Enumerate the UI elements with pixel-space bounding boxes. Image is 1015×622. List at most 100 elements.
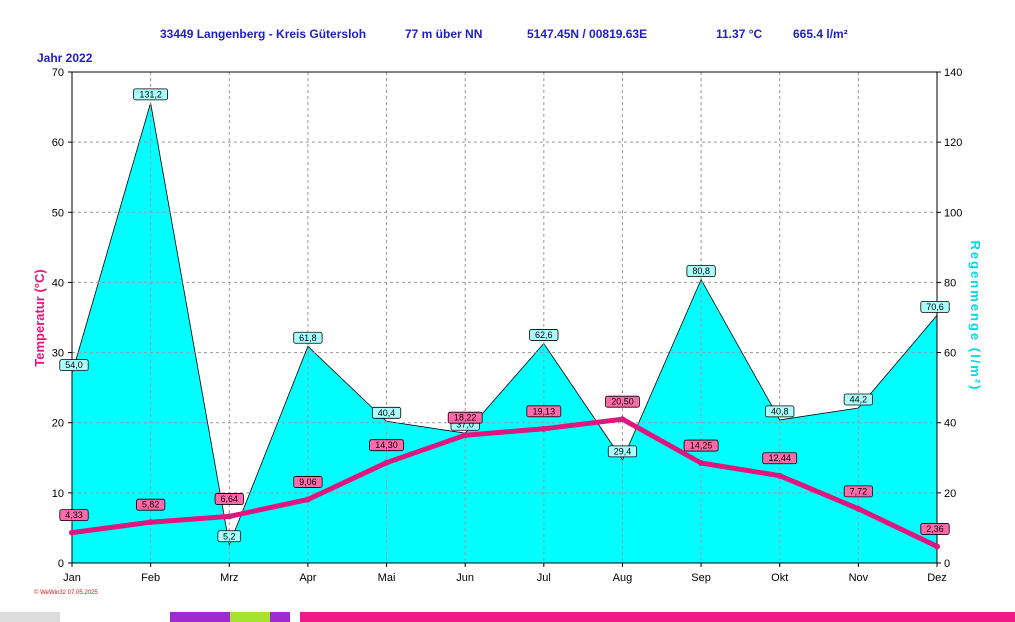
coordinates-label: 5147.45N / 00819.63E <box>527 27 648 41</box>
temperature-data-label: 14,25 <box>690 441 713 451</box>
temperature-point <box>855 505 862 512</box>
total-rain-label: 665.4 l/m² <box>793 27 848 41</box>
rain-data-label: 40,8 <box>771 406 789 416</box>
temperature-point <box>619 416 626 423</box>
temperature-data-label: 9,06 <box>299 477 317 487</box>
x-tick-label: Okt <box>771 572 788 584</box>
rain-data-label: 61,8 <box>299 333 317 343</box>
x-tick-label: Mai <box>378 572 396 584</box>
temperature-data-label-box <box>136 498 166 511</box>
rain-data-label-box <box>59 359 89 372</box>
rain-data-label: 80,8 <box>692 266 710 276</box>
year-label: Jahr 2022 <box>37 51 93 65</box>
temperature-data-label-box <box>59 509 89 522</box>
x-tick-label: Feb <box>141 572 160 584</box>
y-right-tick-label: 40 <box>944 418 956 430</box>
rain-data-label-box <box>607 445 638 458</box>
temperature-data-label-box <box>843 485 873 498</box>
temperature-data-label: 6,64 <box>221 494 239 504</box>
rain-area <box>71 102 938 564</box>
y-left-axis-title: Temperatur (°C) <box>32 269 47 366</box>
rain-data-label-box <box>765 405 795 418</box>
rain-data-label-box <box>217 530 242 543</box>
temperature-data-label: 20,50 <box>611 397 634 407</box>
y-right-tick-label: 140 <box>944 67 962 79</box>
rain-data-label-box <box>133 88 169 101</box>
temperature-data-label-box <box>447 411 483 424</box>
x-tick-label: Jun <box>456 572 474 584</box>
rain-data-label: 70,6 <box>926 302 944 312</box>
rain-data-label-box <box>371 406 402 419</box>
rain-data-label: 5,2 <box>223 531 236 541</box>
temperature-data-label-box <box>369 439 404 452</box>
temperature-data-label-box <box>214 493 244 505</box>
avg-temp-label: 11.37 °C <box>716 27 763 41</box>
temperature-data-label: 12,44 <box>768 453 791 463</box>
temperature-data-label: 5,82 <box>142 500 160 510</box>
temperature-point <box>462 432 469 439</box>
rain-data-label-box <box>529 329 559 341</box>
x-tick-label: Nov <box>849 572 869 584</box>
temperature-point <box>540 425 547 432</box>
x-tick-label: Apr <box>299 572 316 584</box>
y-right-tick-label: 20 <box>944 488 956 500</box>
rain-data-label: 44,2 <box>850 394 868 404</box>
temperature-point <box>934 543 940 550</box>
temperature-data-label: 14,30 <box>375 440 398 450</box>
elevation-label: 77 m über NN <box>405 27 483 41</box>
credit-label: © WeWin32 07.05.2025 <box>34 590 98 596</box>
y-right-tick-label: 80 <box>944 277 956 289</box>
rain-data-label: 37,0 <box>456 420 474 430</box>
y-left-tick-label: 50 <box>52 207 64 219</box>
temperature-point <box>698 460 705 467</box>
rain-data-label-box <box>686 265 716 278</box>
taskbar-strip <box>0 612 60 622</box>
temperature-data-label-box <box>526 405 562 418</box>
y-left-tick-label: 30 <box>52 348 64 360</box>
y-left-tick-label: 0 <box>58 558 64 570</box>
taskbar-strip <box>300 612 1015 622</box>
temperature-data-label-box <box>605 395 640 408</box>
x-tick-label: Aug <box>613 572 633 584</box>
x-tick-label: Jul <box>537 572 551 584</box>
temperature-line <box>69 416 940 549</box>
temperature-point <box>69 529 75 536</box>
x-tick-label: Jan <box>63 572 81 584</box>
temperature-data-label: 19,13 <box>533 406 556 416</box>
y-left-tick-label: 10 <box>52 488 64 500</box>
plot-frame <box>71 71 938 564</box>
y-left-tick-label: 40 <box>52 277 64 289</box>
temperature-data-label-box <box>762 452 798 465</box>
rain-data-label-box <box>293 331 323 344</box>
rain-data-label: 40,4 <box>378 408 396 418</box>
y-right-axis-title: Regenmenge (l/m²) <box>968 240 983 391</box>
y-left-tick-label: 70 <box>52 67 64 79</box>
y-left-tick-label: 60 <box>52 137 64 149</box>
temperature-data-label-box <box>683 439 719 452</box>
temperature-point <box>226 513 233 520</box>
temperature-point <box>147 519 154 526</box>
taskbar-strip <box>230 612 270 622</box>
temperature-data-label: 4,33 <box>65 510 83 520</box>
temperature-data-label-box <box>920 523 950 535</box>
y-right-tick-label: 0 <box>944 558 950 570</box>
rain-data-label: 62,6 <box>535 330 553 340</box>
station-name: 33449 Langenberg - Kreis Gütersloh <box>160 27 367 41</box>
temperature-data-label: 18,22 <box>454 413 477 423</box>
rain-data-label: 29,4 <box>614 446 632 456</box>
rain-data-label: 131,2 <box>139 89 162 99</box>
temperature-data-label-box <box>293 476 323 488</box>
rain-data-label: 54,0 <box>65 360 83 370</box>
y-left-tick-label: 20 <box>52 418 64 430</box>
y-right-tick-label: 120 <box>944 137 962 149</box>
x-tick-label: Mrz <box>220 572 238 584</box>
x-tick-label: Sep <box>691 572 711 584</box>
temperature-point <box>304 496 311 503</box>
y-right-tick-label: 60 <box>944 348 956 360</box>
temperature-data-label: 2,36 <box>926 524 944 534</box>
rain-data-label-box <box>843 393 873 406</box>
x-tick-label: Dez <box>927 572 947 584</box>
temperature-data-label: 7,72 <box>850 486 868 496</box>
temperature-point <box>383 459 390 466</box>
